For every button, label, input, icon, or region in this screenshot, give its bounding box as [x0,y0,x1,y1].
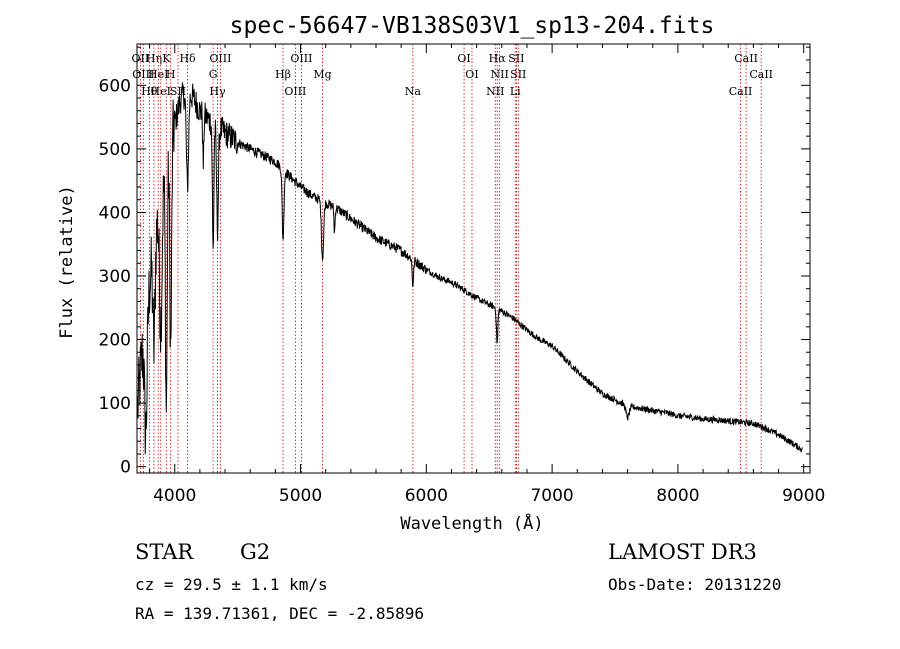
y-axis: 0 100 200 300 400 500 600 [99,46,810,478]
obs-date: Obs-Date: 20131220 [608,575,782,594]
line-marker-label: OIII [132,68,154,81]
line-marker-label: NII [491,68,509,81]
line-marker-label: Na [405,85,422,98]
chart-title: spec-56647-VB138S03V1_sp13-204.fits [230,13,715,39]
subclass: G2 [240,540,271,564]
x-axis-label: Wavelength (Å) [400,512,543,534]
line-markers [139,44,762,473]
y-tick-label: 400 [99,203,131,223]
x-tick-label: 7000 [530,486,573,506]
line-marker-label: SII [508,52,524,65]
line-marker-label: SII [170,85,186,98]
line-marker-label: Hβ [275,68,291,81]
spectrum-line [137,82,803,455]
line-marker-label: Mg [313,68,331,81]
plot-frame [136,43,811,474]
coordinates: RA = 139.71361, DEC = -2.85896 [135,604,424,623]
line-marker-label: Li [510,85,521,98]
line-marker-label: OIII [290,52,312,65]
x-tick-label: 9000 [782,486,825,506]
y-tick-label: 600 [99,76,131,96]
line-marker-label: Hα [489,52,507,65]
x-tick-label: 8000 [656,486,699,506]
y-axis-label: Flux (relative) [57,185,77,339]
x-tick-label: 4000 [153,486,196,506]
line-marker-label: K [162,52,171,65]
line-marker-label: Hδ [179,52,196,65]
line-marker-label: HeI [151,85,171,98]
line-marker-label: OIII [284,85,306,98]
y-tick-label: 0 [120,458,131,478]
object-class: STAR [135,540,194,564]
y-tick-label: 300 [99,267,131,287]
line-marker-label: CaII [734,52,758,65]
x-axis: 4000 5000 6000 7000 8000 9000 [149,44,825,506]
line-marker-label: OIII [209,52,231,65]
line-marker-labels: OII OIII Hθ Hη HeI HeI KH SII Hδ G Hγ OIII Hβ OIII OII… [132,52,773,98]
line-marker-label: G [209,68,218,81]
line-marker-label: OII [132,52,150,65]
line-marker-label: OI [457,52,470,65]
line-marker-label: Hγ [209,85,226,98]
y-tick-label: 500 [99,140,131,160]
survey-name: LAMOST DR3 [608,540,757,564]
line-marker-label: H [166,68,176,81]
line-marker-label: CaII [729,85,753,98]
line-marker-label: NII [486,85,504,98]
line-marker-label: OI [465,68,478,81]
redshift-cz: cz = 29.5 ± 1.1 km/s [135,575,328,594]
x-tick-label: 6000 [405,486,448,506]
y-tick-label: 100 [99,394,131,414]
y-tick-label: 200 [99,331,131,351]
line-marker-label: HeI [148,68,168,81]
line-marker-label: CaII [749,68,773,81]
line-marker-label: Hθ [141,85,158,98]
line-marker-label: SII [510,68,526,81]
x-tick-label: 5000 [279,486,322,506]
line-marker-label: Hη [146,52,162,65]
